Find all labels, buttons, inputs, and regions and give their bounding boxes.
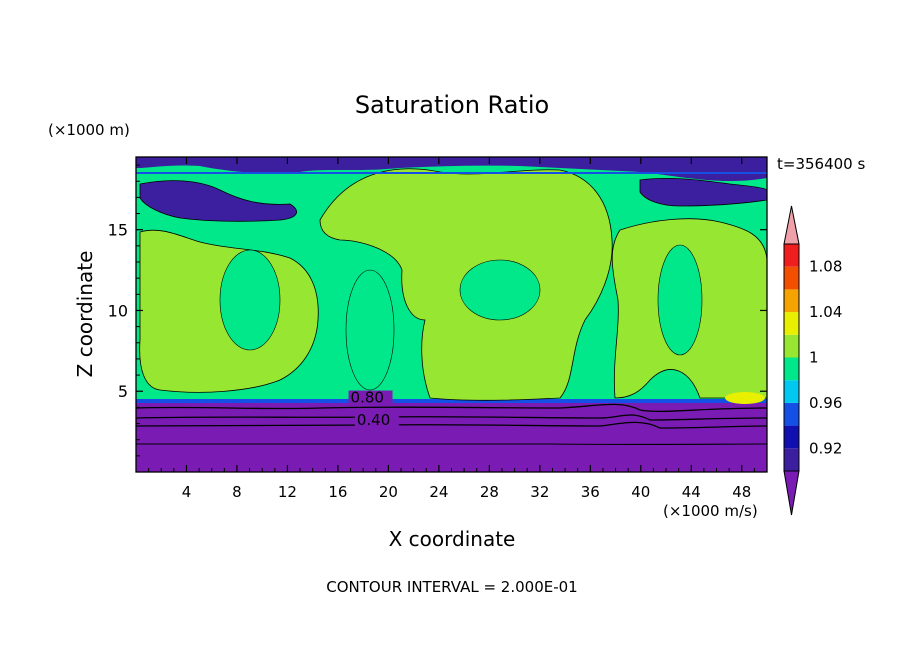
x-tick-label: 12 (278, 483, 297, 501)
colorbar-over-triangle (783, 205, 800, 245)
y-tick-label: 5 (118, 382, 128, 401)
colorbar-swatch (784, 357, 799, 381)
chart-title: Saturation Ratio (355, 91, 549, 119)
x-tick-label: 40 (631, 483, 650, 501)
colorbar-swatch (784, 266, 799, 290)
region-top-dark (136, 157, 767, 182)
contour-020 (136, 443, 767, 445)
patch-3 (459, 259, 541, 321)
region-upper-band-east (639, 177, 767, 207)
x-tick-label: 48 (732, 483, 751, 501)
colorbar-swatch (784, 312, 799, 335)
colorbar-swatch (784, 448, 799, 471)
x-unit-label: (×1000 m/s) (663, 502, 758, 520)
x-tick-label: 20 (379, 483, 398, 501)
colorbar-swatch (784, 425, 799, 449)
patch-1 (219, 249, 281, 351)
contour-080 (136, 403, 767, 413)
region-upper-band (139, 180, 297, 222)
colorbar-under-triangle (783, 470, 800, 516)
x-tick-label: 16 (328, 483, 347, 501)
x-tick-label: 4 (182, 483, 192, 501)
colorbar-swatch (784, 334, 799, 358)
colorbar-tick-label: 1 (809, 349, 819, 367)
field (136, 157, 767, 472)
colorbar-tick-label: 0.96 (809, 394, 842, 412)
region-lower-edge (136, 399, 767, 403)
x-tick-label: 44 (682, 483, 701, 501)
colorbar-frame (783, 243, 800, 472)
contour-060 (136, 414, 767, 421)
y-unit-label: (×1000 m) (48, 121, 130, 139)
patch-yellow (725, 392, 765, 404)
y-tick-label: 10 (108, 301, 128, 320)
colorbar-swatch (784, 402, 799, 426)
contour-label-bg (348, 390, 393, 406)
colorbar-tick-label: 1.08 (809, 258, 842, 276)
patch-2 (345, 269, 395, 391)
edge-line-top (136, 172, 767, 174)
contour-label: 0.40 (357, 411, 390, 429)
colorbar: 0.92 0.96 1 1.04 1.08 (783, 205, 842, 516)
y-axis-label: Z coordinate (73, 251, 97, 378)
y-axis: 5 10 15 (108, 164, 767, 457)
colorbar-tick-label: 0.92 (809, 439, 842, 457)
x-axis-label: X coordinate (389, 527, 516, 551)
y-tick-label: 15 (108, 221, 128, 240)
x-tick-label: 8 (232, 483, 242, 501)
contour-labels: 0.80 0.40 (348, 389, 399, 429)
patch-4 (657, 244, 703, 356)
x-tick-label: 36 (581, 483, 600, 501)
x-tick-label: 28 (480, 483, 499, 501)
time-label: t=356400 s (777, 155, 865, 173)
contour-label-bg (354, 413, 399, 429)
x-tick-label: 24 (429, 483, 448, 501)
colorbar-swatch (784, 289, 799, 313)
region-lower (136, 401, 767, 472)
colorbar-swatch (784, 380, 799, 403)
contour-label: 0.80 (351, 389, 384, 407)
x-tick-label: 32 (530, 483, 549, 501)
contour-040 (136, 421, 767, 429)
contour-interval-label: CONTOUR INTERVAL = 2.000E-01 (326, 578, 577, 596)
colorbar-swatch (784, 244, 799, 267)
colorbar-tick-label: 1.04 (809, 303, 842, 321)
x-axis: 4 8 12 16 20 24 28 32 36 40 44 48 (148, 157, 755, 501)
